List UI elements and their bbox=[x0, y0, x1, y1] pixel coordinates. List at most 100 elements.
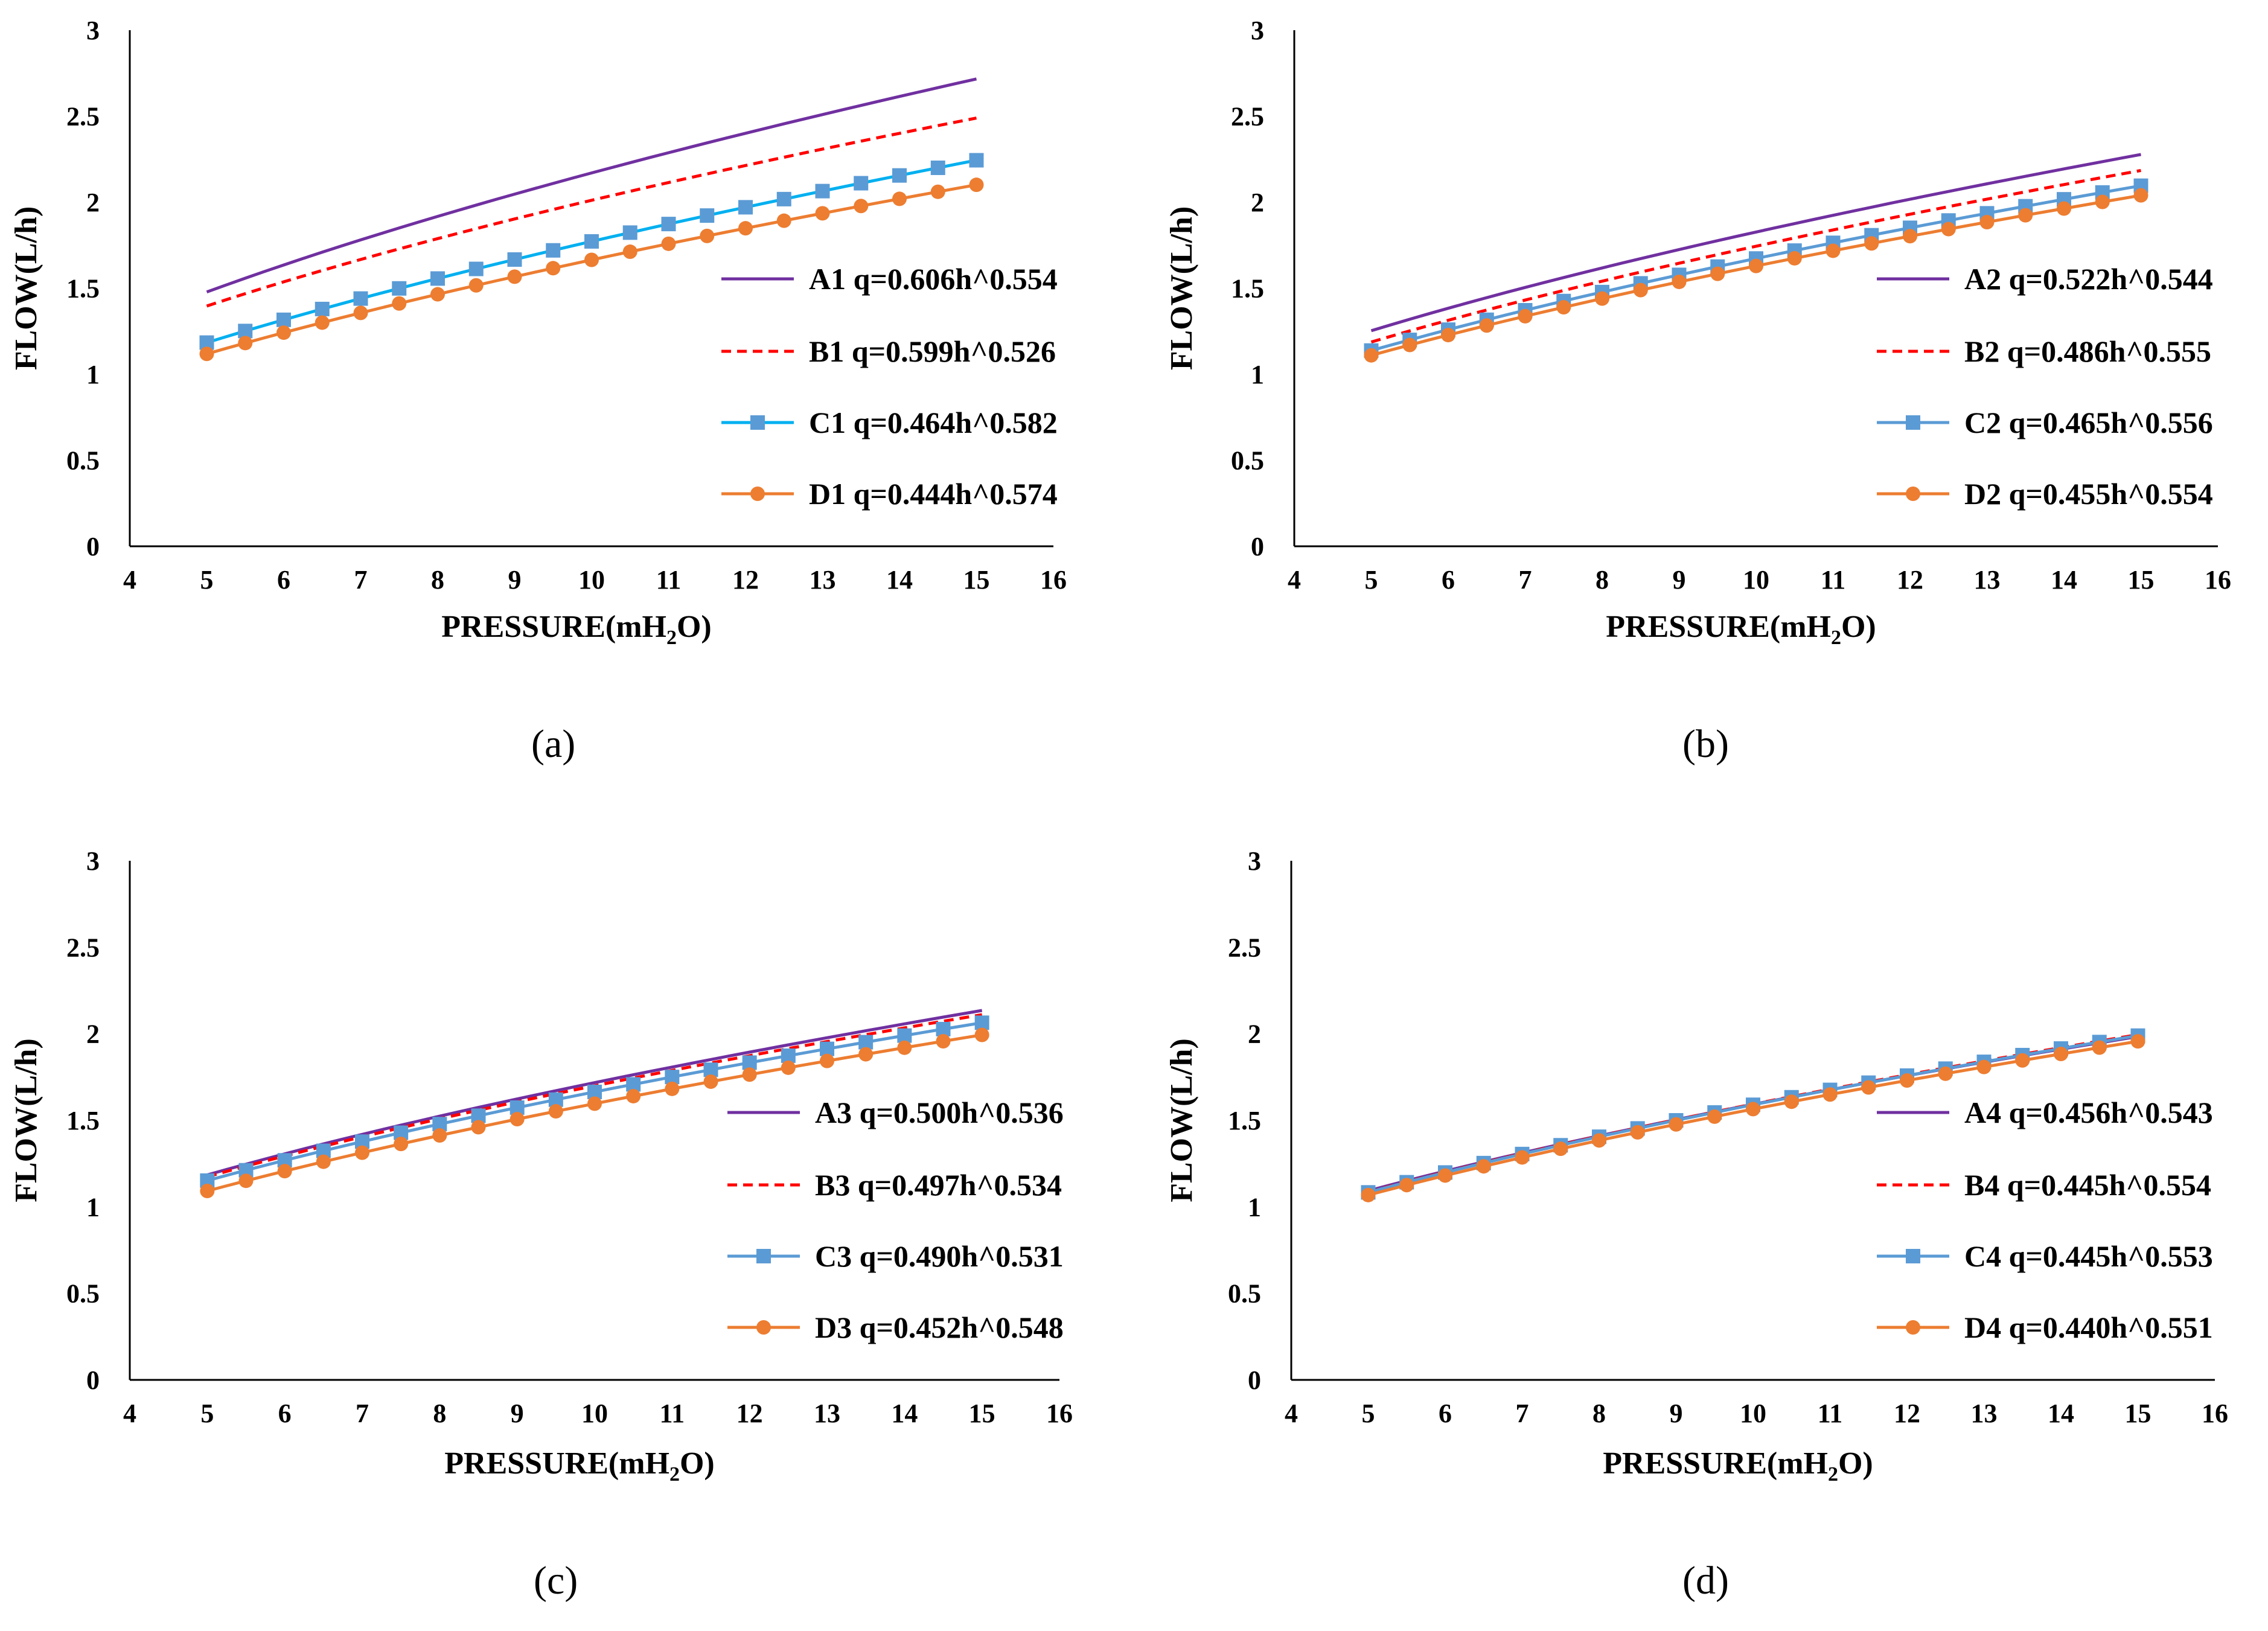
chart-d: 4 5 6 7 8 9 10 11 12 13 14 15 16 0 0.5 1 1.5 2 2.5 3 PRESSUR… bbox=[1164, 846, 2228, 1486]
y-tick-label: 1 bbox=[86, 1192, 100, 1222]
x-axis-title: PRESSURE(mH2O) bbox=[1603, 1446, 1873, 1486]
y-axis-title: FLOW(L/h) bbox=[1164, 1038, 1199, 1202]
y-axis-title: FLOW(L/h) bbox=[9, 206, 43, 371]
data-point-marker bbox=[355, 1145, 369, 1160]
data-point-marker bbox=[1938, 1066, 1953, 1081]
x-tick-label: 14 bbox=[891, 1399, 918, 1428]
legend-marker bbox=[1906, 487, 1920, 501]
data-point-marker bbox=[1746, 1102, 1760, 1117]
legend-marker bbox=[1906, 1249, 1920, 1263]
data-point-marker bbox=[353, 291, 368, 306]
data-point-marker bbox=[2092, 1040, 2107, 1055]
legend-marker bbox=[1906, 1320, 1920, 1335]
data-point-marker bbox=[316, 1154, 331, 1169]
data-point-marker bbox=[930, 184, 945, 199]
y-tick-label: 2 bbox=[1248, 1020, 1261, 1049]
x-tick-label: 8 bbox=[433, 1399, 446, 1428]
data-point-marker bbox=[820, 1053, 834, 1068]
data-point-marker bbox=[2130, 1034, 2145, 1049]
data-point-marker bbox=[1633, 282, 1648, 298]
x-tick-label: 10 bbox=[1740, 1399, 1766, 1428]
legend-label: C2 q=0.465h^0.556 bbox=[1964, 406, 2213, 439]
data-point-marker bbox=[1900, 1073, 1914, 1088]
y-tick-label: 0.5 bbox=[66, 1279, 100, 1309]
x-axis-title: PRESSURE(mH2O) bbox=[1606, 610, 1876, 649]
data-point-marker bbox=[353, 305, 368, 321]
y-tick-label: 1.5 bbox=[66, 1106, 100, 1135]
data-point-marker bbox=[1710, 266, 1725, 281]
data-point-marker bbox=[622, 225, 637, 240]
x-tick-label: 4 bbox=[1288, 565, 1301, 595]
x-tick-label: 4 bbox=[123, 1399, 136, 1428]
x-tick-label: 5 bbox=[200, 1399, 214, 1428]
data-point-marker bbox=[1592, 1133, 1606, 1148]
data-point-marker bbox=[1438, 1168, 1452, 1183]
data-point-marker bbox=[892, 168, 907, 183]
data-point-marker bbox=[1479, 318, 1494, 333]
x-tick-label: 11 bbox=[1821, 565, 1846, 595]
series-line-a3 bbox=[206, 1009, 983, 1176]
data-point-marker bbox=[507, 269, 522, 284]
data-point-marker bbox=[584, 234, 599, 249]
y-tick-label: 0.5 bbox=[66, 446, 100, 476]
x-tick-label: 7 bbox=[1516, 1399, 1529, 1428]
data-point-marker bbox=[1518, 308, 1533, 324]
data-point-marker bbox=[584, 252, 599, 267]
chart-b: 4 5 6 7 8 9 10 11 12 13 14 15 16 0 0.5 1 1.5 2 2.5 3 PRESSUR… bbox=[1164, 16, 2231, 649]
data-point-marker bbox=[548, 1104, 563, 1119]
data-point-marker bbox=[1861, 1080, 1876, 1095]
x-tick-label: 15 bbox=[969, 1399, 995, 1428]
x-tick-label: 15 bbox=[2125, 1399, 2151, 1428]
x-tick-label: 7 bbox=[356, 1399, 369, 1428]
data-point-marker bbox=[276, 312, 291, 327]
data-point-marker bbox=[700, 208, 715, 223]
y-tick-label: 1 bbox=[86, 360, 100, 389]
data-point-marker bbox=[742, 1067, 757, 1082]
data-point-marker bbox=[776, 191, 791, 206]
legend-marker bbox=[750, 487, 765, 501]
y-tick-label: 3 bbox=[1251, 16, 1264, 45]
y-tick-label: 2 bbox=[1251, 188, 1264, 217]
series-line-b2 bbox=[1370, 168, 2141, 344]
y-tick-label: 0.5 bbox=[1228, 1279, 1261, 1309]
data-point-marker bbox=[661, 217, 676, 232]
x-tick-label: 16 bbox=[1046, 1399, 1073, 1428]
x-tick-label: 7 bbox=[1519, 565, 1532, 595]
x-tick-label: 16 bbox=[2205, 565, 2231, 595]
data-point-marker bbox=[1361, 1187, 1376, 1202]
y-tick-label: 1.5 bbox=[1228, 1106, 1261, 1135]
legend-label: A2 q=0.522h^0.544 bbox=[1964, 262, 2213, 296]
data-point-marker bbox=[2133, 188, 2148, 203]
x-tick-label: 16 bbox=[2202, 1399, 2228, 1428]
data-point-marker bbox=[2054, 1047, 2068, 1062]
data-point-marker bbox=[930, 160, 945, 175]
data-point-marker bbox=[1630, 1125, 1645, 1140]
chart-panel-a: 4 5 6 7 8 9 10 11 12 13 14 15 16 0 0.5 1 1.5 2 2.5 3 PRESSUR… bbox=[0, 0, 1134, 816]
data-point-marker bbox=[858, 1047, 874, 1062]
data-point-marker bbox=[471, 1120, 486, 1135]
x-tick-label: 13 bbox=[1974, 565, 2001, 595]
x-tick-label: 4 bbox=[123, 565, 136, 595]
data-point-marker bbox=[974, 1015, 989, 1030]
data-point-marker bbox=[277, 1164, 292, 1179]
y-tick-label: 1.5 bbox=[1231, 274, 1264, 304]
y-tick-label: 3 bbox=[86, 16, 100, 45]
data-point-marker bbox=[781, 1060, 796, 1075]
data-point-marker bbox=[858, 1035, 874, 1050]
data-point-marker bbox=[1787, 251, 1802, 266]
data-point-marker bbox=[315, 301, 330, 316]
legend-label: D3 q=0.452h^0.548 bbox=[815, 1310, 1064, 1344]
legend-marker bbox=[750, 415, 765, 430]
data-point-marker bbox=[546, 243, 561, 258]
y-tick-label: 2.5 bbox=[66, 933, 100, 962]
data-point-marker bbox=[897, 1040, 912, 1055]
y-tick-label: 2 bbox=[86, 1020, 100, 1049]
x-tick-label: 11 bbox=[660, 1399, 685, 1428]
legend-label: B1 q=0.599h^0.526 bbox=[809, 334, 1056, 368]
data-point-marker bbox=[854, 176, 869, 191]
legend-label: C1 q=0.464h^0.582 bbox=[809, 406, 1058, 439]
x-tick-label: 12 bbox=[1894, 1399, 1920, 1428]
x-tick-label: 13 bbox=[1971, 1399, 1998, 1428]
legend-marker bbox=[756, 1249, 771, 1263]
chart-panel-d: 4 5 6 7 8 9 10 11 12 13 14 15 16 0 0.5 1 1.5 2 2.5 3 PRESSUR… bbox=[1134, 816, 2268, 1631]
